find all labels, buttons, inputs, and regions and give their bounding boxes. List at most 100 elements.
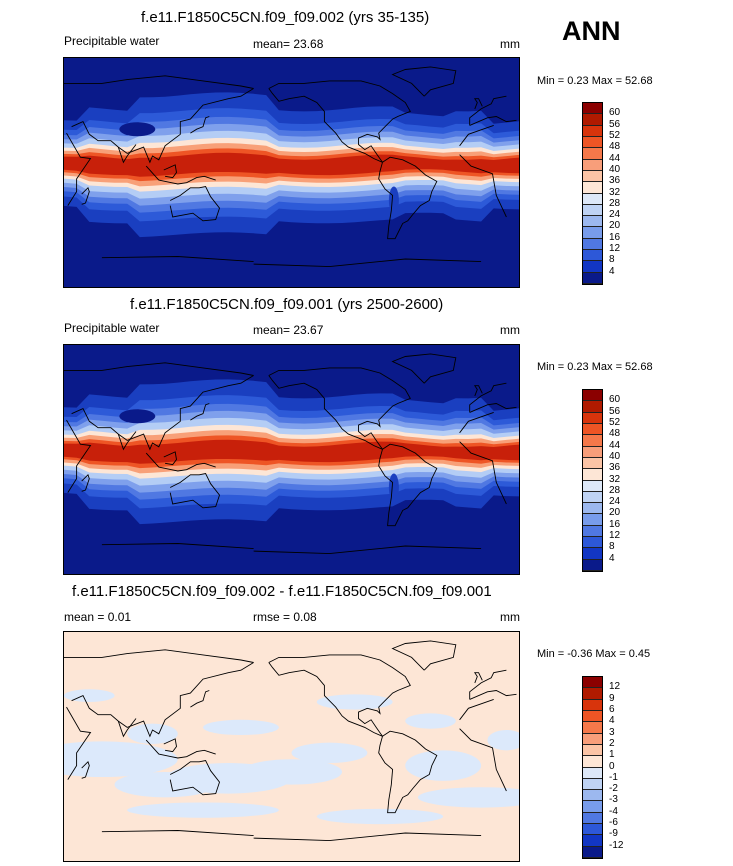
colorbar-segment (583, 699, 602, 711)
field-band (64, 741, 178, 778)
field-band (203, 719, 279, 736)
panel3-rmse: rmse = 0.08 (253, 610, 317, 624)
colorbar-tick-label: 2 (609, 737, 615, 749)
colorbar-segment (583, 227, 602, 239)
colorbar-segment (583, 710, 602, 723)
colorbar-tick-label: 8 (609, 254, 615, 266)
colorbar-tick-label: 44 (609, 439, 621, 451)
panel3-title: f.e11.F1850C5CN.f09_f09.002 - f.e11.F185… (72, 583, 492, 600)
coastline (190, 116, 210, 134)
coastline (81, 473, 90, 492)
panel1-units: mm (500, 37, 520, 51)
colorbar-tick-label: 28 (609, 197, 621, 209)
coastline (378, 156, 438, 240)
coastline (81, 760, 90, 779)
colorbar-segment (583, 159, 602, 171)
colorbar-segment (583, 733, 602, 745)
panel1-title: f.e11.F1850C5CN.f09_f09.002 (yrs 35-135) (141, 9, 430, 26)
field-band (405, 713, 456, 729)
colorbar-segment (583, 114, 602, 126)
field-band (388, 186, 399, 215)
coastline (64, 75, 254, 89)
coastline (459, 728, 507, 792)
coastline (81, 186, 90, 205)
coastline (459, 124, 494, 147)
coastline (469, 690, 517, 700)
colorbar-segment (583, 238, 602, 251)
coastline (117, 144, 137, 164)
colorbar-tick-label: 4 (609, 265, 615, 277)
coastline (268, 367, 411, 450)
panel1-mean: mean= 23.68 (253, 37, 324, 51)
coastline (268, 88, 383, 163)
coastline (163, 738, 177, 753)
panel2-title: f.e11.F1850C5CN.f09_f09.001 (yrs 2500-26… (130, 296, 444, 313)
coastline (64, 362, 254, 376)
field-band (388, 473, 399, 502)
colorbar-tick-label: -4 (609, 805, 618, 817)
panel3-units: mm (500, 610, 520, 624)
colorbar-tick-label: -12 (609, 839, 624, 851)
panel2-minmax: Min = 0.23 Max = 52.68 (537, 361, 653, 373)
field-band (127, 723, 178, 744)
coastline (469, 116, 517, 126)
colorbar-tick-label: 12 (609, 530, 621, 542)
colorbar-segment (583, 801, 602, 813)
coastline (163, 164, 177, 179)
colorbar-segment (583, 778, 602, 791)
coastline (190, 403, 210, 421)
coastline (253, 545, 482, 555)
colorbar-tick-label: 56 (609, 405, 621, 417)
colorbar-segment (583, 261, 602, 273)
coastline (71, 88, 254, 164)
colorbar-tick-label: 24 (609, 496, 621, 508)
panel3-mean: mean = 0.01 (64, 610, 132, 624)
field-band (316, 694, 393, 710)
panel2-units: mm (500, 323, 520, 337)
coastline (169, 472, 221, 509)
coastline (145, 739, 216, 759)
colorbar-segment (583, 250, 602, 262)
colorbar-tick-label: 12 (609, 681, 621, 693)
colorbar-tick-label: 24 (609, 209, 621, 221)
panel2-map (63, 344, 520, 575)
coastline (71, 375, 254, 451)
colorbar-segment (583, 503, 602, 515)
field-band (417, 787, 519, 808)
season-label: ANN (562, 16, 621, 46)
colorbar-tick-label: 60 (609, 394, 621, 406)
field-band (64, 439, 519, 464)
colorbar-tick-label: 4 (609, 715, 615, 727)
field-band (291, 742, 368, 764)
coastline (117, 431, 137, 451)
coastline (253, 258, 482, 268)
coastline (71, 662, 254, 738)
colorbar-segment (583, 677, 602, 689)
coastline (469, 669, 507, 700)
colorbar-segment (583, 548, 602, 560)
colorbar-segment (583, 722, 602, 734)
colorbar-tick-label: 16 (609, 231, 621, 243)
colorbar-segment (583, 846, 602, 858)
colorbar-segment (583, 559, 602, 571)
colorbar-segment (583, 170, 602, 183)
coastline (459, 411, 494, 434)
colorbar-segment (583, 182, 602, 194)
field-band (64, 152, 519, 177)
field-band (487, 729, 519, 751)
coastline (378, 443, 438, 527)
colorbar-tick-label: 20 (609, 220, 621, 232)
coastline (391, 353, 457, 384)
colorbar-segment (583, 514, 602, 526)
colorbar-segment (583, 790, 602, 802)
colorbar-segment (583, 480, 602, 492)
coastline (459, 154, 507, 218)
colorbar-tick-label: 48 (609, 428, 621, 440)
colorbar-segment (583, 193, 602, 205)
colorbar-segment (583, 148, 602, 160)
colorbar-tick-label: 4 (609, 552, 615, 564)
field-band (119, 409, 156, 424)
colorbar-segment (583, 525, 602, 538)
colorbar-tick-label: 0 (609, 760, 615, 772)
colorbar-tick-label: 3 (609, 726, 615, 738)
